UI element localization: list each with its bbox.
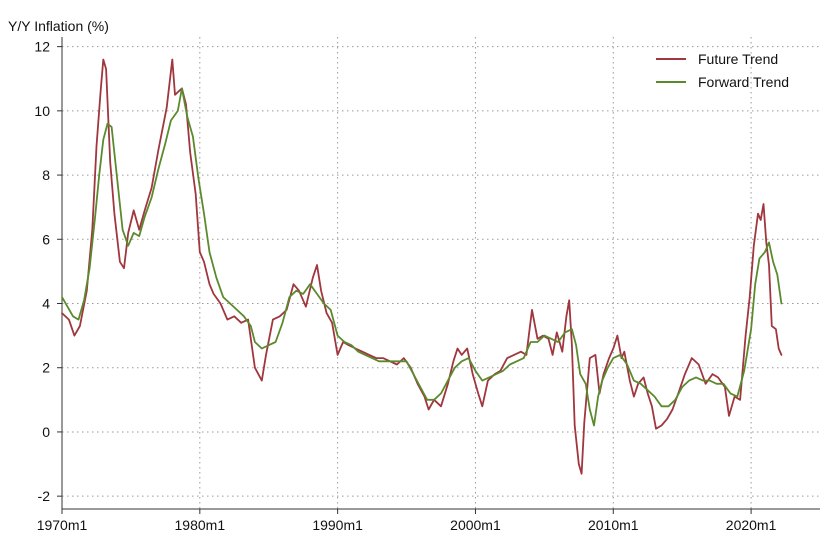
y-tick-label: 0 — [42, 424, 50, 440]
legend-label: Future Trend — [698, 51, 778, 67]
y-axis-title: Y/Y Inflation (%) — [8, 18, 109, 34]
y-tick-label: 2 — [42, 360, 50, 376]
y-tick-label: 8 — [42, 167, 50, 183]
y-tick-label: 4 — [42, 296, 50, 312]
series-lines — [61, 58, 783, 475]
x-tick-label: 1990m1 — [312, 517, 363, 533]
gridlines — [61, 37, 820, 509]
x-tick-label: 2020m1 — [726, 517, 777, 533]
y-tick-label: 10 — [34, 103, 50, 119]
legend: Future Trend Forward Trend — [656, 51, 789, 90]
axes: -2 0 2 4 6 8 10 12 1970m1 1980m1 1990m1 2000m1 2010m… — [34, 37, 820, 533]
x-tick-label: 2010m1 — [588, 517, 639, 533]
series-line-future-trend — [61, 58, 783, 475]
series-line-forward-trend — [61, 87, 783, 427]
x-tick-label: 2000m1 — [450, 517, 501, 533]
x-tick-label: 1980m1 — [175, 517, 226, 533]
x-tick-label: 1970m1 — [37, 517, 88, 533]
y-tick-label: -2 — [38, 488, 51, 504]
y-tick-label: 12 — [34, 39, 50, 55]
y-tick-label: 6 — [42, 231, 50, 247]
legend-label: Forward Trend — [698, 74, 789, 90]
